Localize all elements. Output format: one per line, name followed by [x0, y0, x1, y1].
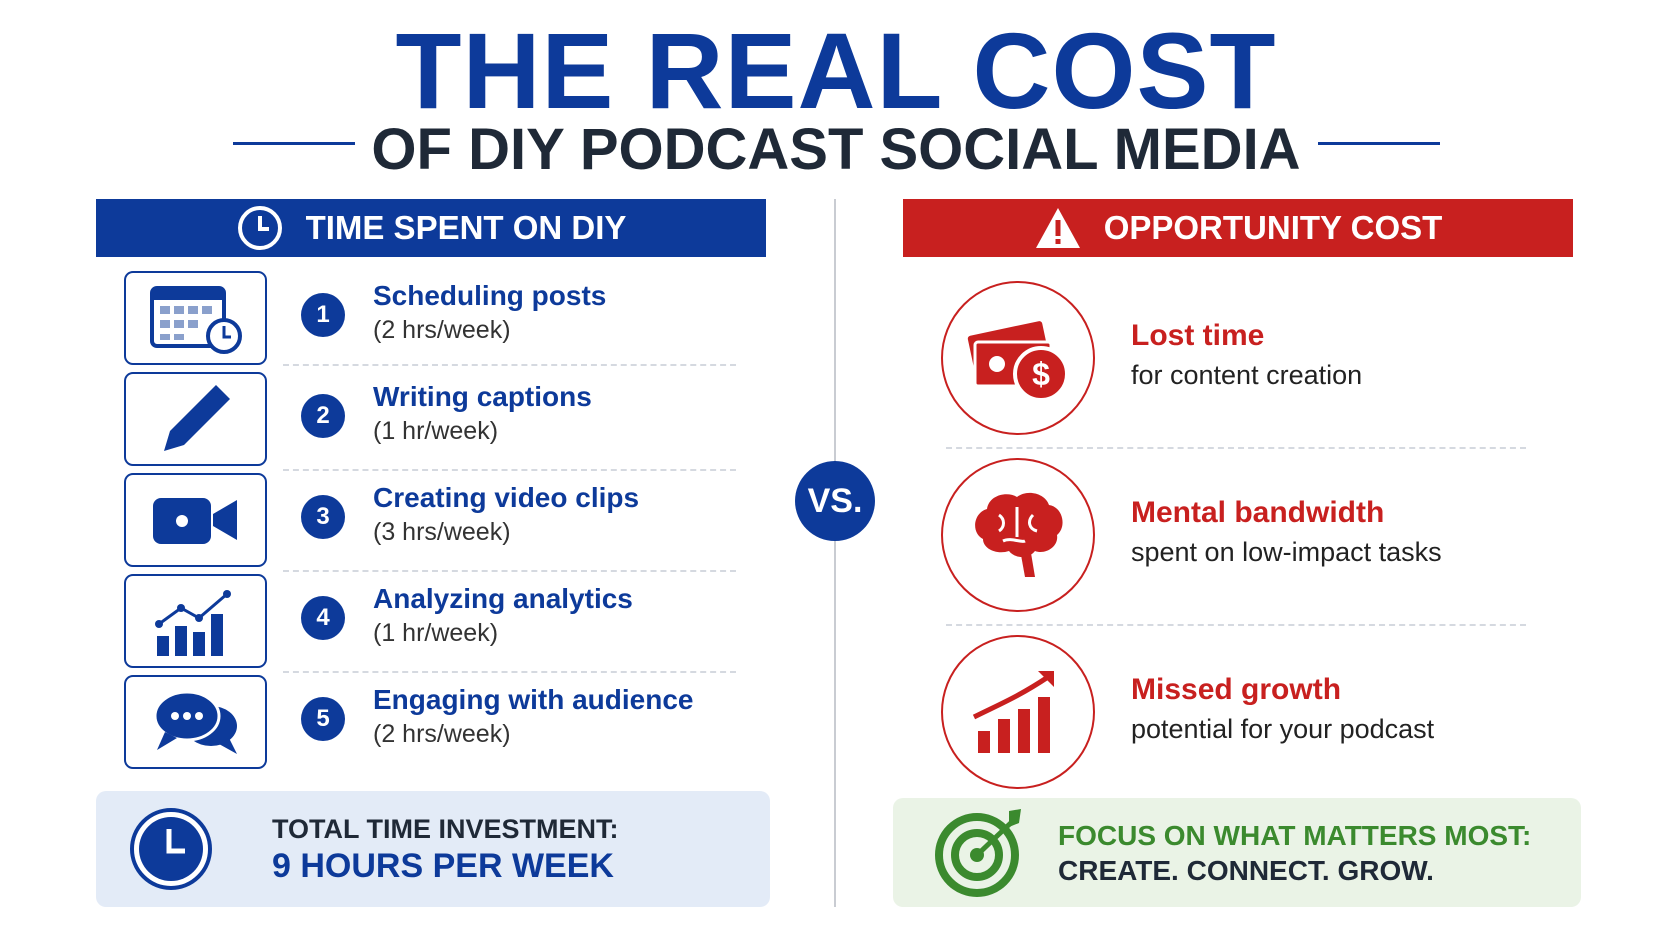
icon-box: [124, 372, 267, 466]
step-number: 5: [301, 697, 345, 741]
right-heading: OPPORTUNITY COST: [1103, 209, 1443, 246]
cost-detail: for content creation: [1131, 360, 1363, 390]
step-number: 4: [301, 596, 345, 640]
icon-circle: $: [941, 281, 1095, 435]
step-title: Scheduling posts: [373, 280, 607, 311]
title: THE REAL COST: [395, 10, 1277, 131]
separator: [283, 469, 736, 471]
svg-text:$: $: [1032, 356, 1050, 392]
separator: [283, 570, 736, 572]
vs-badge: VS.: [795, 461, 875, 541]
icon-circle: [941, 458, 1095, 612]
step-detail: (1 hr/week): [373, 417, 499, 445]
cost-title: Lost time: [1131, 319, 1265, 352]
footer-line1: FOCUS ON WHAT MATTERS MOST:: [1058, 820, 1532, 851]
clock-icon: [237, 206, 282, 250]
separator: [283, 364, 736, 366]
rule: [233, 142, 355, 145]
footer-line2: CREATE. CONNECT. GROW.: [1058, 855, 1434, 886]
separator: [946, 447, 1526, 449]
rule: [1318, 142, 1440, 145]
icon-box: [124, 574, 267, 668]
step-detail: (1 hr/week): [373, 619, 499, 647]
separator: [283, 671, 736, 673]
divider-line: [834, 199, 836, 907]
right-heading-bar: OPPORTUNITY COST: [903, 199, 1573, 257]
step-number: 1: [301, 293, 345, 337]
separator: [946, 624, 1526, 626]
icon-box: [124, 473, 267, 567]
target-icon: [935, 809, 1021, 897]
step-number: 3: [301, 495, 345, 539]
total-value: 9 HOURS PER WEEK: [272, 847, 614, 885]
step-number: 2: [301, 394, 345, 438]
left-heading-bar: TIME SPENT ON DIY: [96, 199, 766, 257]
step-title: Analyzing analytics: [373, 583, 633, 614]
cost-title: Missed growth: [1131, 673, 1342, 706]
clock-icon: [130, 808, 212, 890]
footer-box: [893, 798, 1581, 907]
step-detail: (3 hrs/week): [373, 518, 511, 546]
step-detail: (2 hrs/week): [373, 720, 511, 748]
cost-detail: spent on low-impact tasks: [1131, 537, 1442, 567]
icon-box: [124, 675, 267, 769]
cost-title: Mental bandwidth: [1131, 496, 1385, 529]
subtitle: OF DIY PODCAST SOCIAL MEDIA: [371, 117, 1301, 182]
icon-circle: [941, 635, 1095, 789]
total-label: TOTAL TIME INVESTMENT:: [272, 814, 619, 844]
step-detail: (2 hrs/week): [373, 316, 511, 344]
warning-icon: [1035, 208, 1080, 248]
cost-detail: potential for your podcast: [1131, 714, 1435, 744]
icon-box: [124, 271, 267, 365]
step-title: Creating video clips: [373, 482, 640, 513]
step-title: Writing captions: [373, 381, 592, 412]
left-heading: TIME SPENT ON DIY: [305, 209, 627, 246]
step-title: Engaging with audience: [373, 684, 694, 715]
